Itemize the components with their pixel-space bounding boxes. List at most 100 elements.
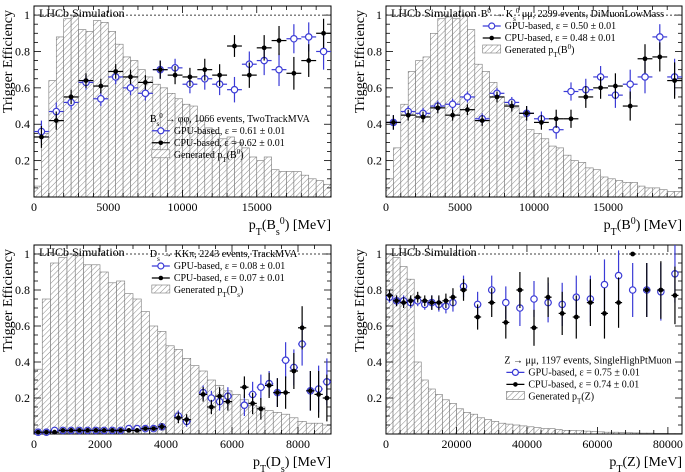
x-tick-label: 60000 (582, 437, 612, 451)
histogram-bin (124, 293, 134, 435)
cpu-point (422, 298, 428, 304)
x-tick-label: 8000 (286, 437, 310, 451)
legend-hist-label: Generated pT(B0) (174, 148, 244, 164)
gpu-point (567, 87, 575, 96)
gpu-point (655, 33, 664, 41)
histogram-bin (435, 394, 443, 435)
cpu-point (142, 80, 148, 85)
cpu-point (391, 120, 396, 125)
histogram-bin (107, 282, 117, 435)
y-tick-label: 0.6 (15, 81, 30, 95)
histogram-bin (644, 187, 653, 198)
legend-hist-swatch (506, 391, 525, 400)
histogram-bin (115, 43, 124, 198)
histogram-bin (271, 169, 280, 198)
histogram-bin (505, 423, 514, 435)
cpu-point (68, 428, 74, 433)
cpu-point (394, 298, 399, 304)
chart-panel-3: 0.2 0.4 0.6 0.8 1 2000 4000 6000 8000 0 pT(Ds) [Me… (1, 244, 332, 472)
gpu-point (290, 34, 298, 43)
x-tick-label: 10000 (519, 200, 549, 214)
histogram-bin (33, 368, 43, 435)
histogram-bin (132, 298, 142, 435)
cpu-point (450, 294, 456, 300)
histogram-bin (415, 60, 424, 198)
cpu-point (217, 393, 223, 399)
legend-cpu-marker (489, 35, 495, 41)
legend-header: B0 → Ks0 μμ, 2299 events, DiMuonLowMass (481, 7, 664, 23)
legend-header: Z → μμ, 1197 events, SingleHighPtMuon (504, 355, 671, 366)
y-tick-label: 0.2 (367, 154, 382, 168)
histogram-bin (83, 264, 93, 435)
cpu-point (553, 116, 559, 122)
y-tick-label: 0.4 (15, 355, 30, 369)
cpu-point (113, 69, 119, 74)
cpu-point (241, 384, 247, 390)
histogram-bin (484, 419, 493, 435)
histogram-bin (48, 80, 57, 198)
histogram-bin (149, 325, 159, 435)
cpu-point (200, 392, 206, 397)
y-tick-label: 0.8 (367, 44, 382, 58)
histogram-bin (297, 421, 307, 435)
histogram-bin (449, 403, 457, 435)
cpu-point (672, 78, 677, 83)
histogram-bin (392, 257, 401, 435)
legend-hist-label: Generated pT(Ds) (174, 285, 244, 299)
histogram-bin (659, 189, 668, 198)
histogram-bin (198, 370, 208, 435)
cpu-point (531, 325, 537, 331)
cpu-point (475, 314, 481, 320)
x-tick-label: 6000 (220, 437, 244, 451)
histogram-bin (107, 31, 116, 198)
histogram-bin (430, 32, 439, 198)
cpu-point (524, 110, 529, 116)
cpu-point (616, 300, 621, 305)
cpu-point (53, 118, 59, 123)
x-axis-title: pT(Z) [MeV] (609, 455, 682, 472)
cpu-point (494, 94, 500, 100)
cpu-point (573, 314, 579, 320)
histogram-bin (413, 361, 422, 435)
cpu-point (517, 287, 523, 293)
generated-pt-histogram (33, 14, 332, 198)
histogram-bin (607, 178, 616, 198)
histogram-bin (91, 264, 101, 435)
cpu-point (321, 30, 326, 36)
gpu-point (141, 89, 150, 98)
histogram-bin (422, 56, 431, 198)
generated-pt-histogram (33, 253, 332, 435)
histogram-bin (519, 425, 528, 435)
histogram-bin (100, 22, 109, 198)
histogram-bin (526, 129, 535, 198)
cpu-point (509, 103, 515, 109)
legend: Bs0 → φφ, 1066 events, TwoTrackMVAGPU-ba… (150, 112, 311, 164)
cpu-point (246, 72, 252, 78)
y-tick-label: 0.8 (15, 283, 30, 297)
legend-header: Ds → KKπ, 2243 events, TrackMVA (150, 249, 298, 263)
y-tick-label: 1 (376, 8, 382, 22)
cpu-point (324, 395, 330, 401)
cpu-point (583, 94, 589, 100)
legend-hist-swatch (151, 149, 171, 159)
cpu-point (172, 72, 178, 78)
histogram-bin (41, 133, 50, 198)
x-axis-title: pT(B0) [MeV] (604, 216, 682, 238)
histogram-bin (615, 180, 624, 198)
gpu-point (126, 84, 135, 92)
cpu-point (461, 287, 466, 293)
histogram-bin (547, 428, 556, 435)
cpu-point (545, 294, 551, 300)
histogram-bin (256, 160, 265, 198)
histogram-bin (459, 14, 468, 198)
cpu-point (93, 428, 99, 433)
cpu-point (60, 428, 66, 433)
legend-hist-label: Generated pT(B0) (505, 43, 575, 59)
cpu-point (274, 390, 280, 395)
histogram-bin (407, 71, 416, 198)
histogram-bin (157, 331, 167, 435)
y-tick-label: 0.6 (367, 81, 382, 95)
histogram-bin (137, 69, 146, 198)
x-tick-label: 4000 (154, 437, 178, 451)
